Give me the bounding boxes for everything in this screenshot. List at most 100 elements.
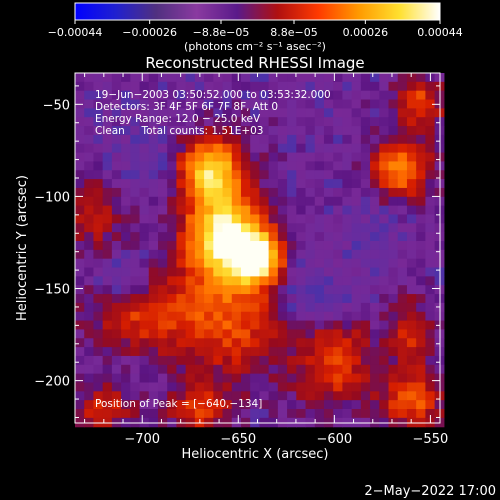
heatmap-cell [111,134,122,145]
heatmap-cell [379,170,390,180]
heatmap-cell [231,73,242,83]
heatmap-cell [148,364,159,375]
heatmap-cell [250,81,261,92]
heatmap-cell [397,90,408,101]
heatmap-cell [75,382,85,392]
heatmap-cell [268,152,279,163]
heatmap-cell [259,152,270,163]
heatmap-cell [194,81,205,92]
heatmap-cell [102,161,113,171]
heatmap-cell [314,99,325,109]
heatmap-cell [194,108,205,118]
heatmap-cell [323,294,334,304]
heatmap-cell [333,409,344,419]
heatmap-cell [185,276,196,286]
heatmap-cell [287,249,297,260]
heatmap-cell [222,364,233,375]
heatmap-cell [75,152,85,163]
heatmap-cell [268,249,279,260]
heatmap-cell [305,152,316,163]
heatmap-cell [130,347,141,357]
heatmap-cell [84,143,95,154]
heatmap-cell [333,81,344,92]
heatmap-cell [305,187,316,198]
heatmap-cell [222,311,233,322]
heatmap-cell [213,117,224,127]
heatmap-cell [222,267,233,277]
heatmap-cell [259,81,270,92]
heatmap-cell [406,267,417,277]
heatmap-cell [416,267,426,277]
heatmap-cell [277,134,288,145]
heatmap-cell [351,99,362,109]
heatmap-cell [148,355,159,366]
heatmap-cell [148,187,159,198]
heatmap-cell [130,267,141,277]
heatmap-cell [425,143,436,154]
heatmap-cell [121,285,131,295]
heatmap-cell [139,258,150,269]
heatmap-cell [351,285,362,295]
heatmap-cell [406,241,417,251]
heatmap-cell [342,311,353,322]
heatmap-cell [305,205,316,216]
heatmap-cell [213,258,224,269]
heatmap-cell [102,99,113,109]
heatmap-cell [250,258,261,269]
heatmap-cell [93,232,104,242]
heatmap-cell [111,99,122,109]
heatmap-cell [379,400,390,410]
heatmap-cell [130,294,141,304]
heatmap-cell [287,302,297,313]
heatmap-cell [213,134,224,145]
heatmap-cell [425,232,436,242]
heatmap-cell [406,249,417,260]
heatmap-cell [75,409,85,419]
heatmap-cell [305,302,316,313]
heatmap-cell [222,294,233,304]
heatmap-cell [305,338,316,348]
heatmap-cell [379,285,390,295]
heatmap-cell [93,161,104,171]
heatmap-cell [296,285,307,295]
heatmap-cell [287,187,297,198]
heatmap-cell [84,373,95,384]
heatmap-cell [425,285,436,295]
heatmap-cell [406,126,417,136]
heatmap-cell [111,285,122,295]
heatmap-cell [176,90,187,101]
heatmap-cell [222,382,233,392]
heatmap-cell [360,285,371,295]
heatmap-cell [314,285,325,295]
heatmap-cell [388,347,399,357]
heatmap-cell [194,126,205,136]
heatmap-cell [75,81,85,92]
heatmap-cell [93,108,104,118]
heatmap-cell [157,214,168,224]
heatmap-cell [139,276,150,286]
heatmap-cell [167,285,178,295]
heatmap-cell [231,311,242,322]
heatmap-cell [185,241,196,251]
heatmap-cell [342,276,353,286]
heatmap-cell [360,232,371,242]
heatmap-cell [167,81,178,92]
heatmap-cell [167,187,178,198]
heatmap-cell [305,400,316,410]
heatmap-cell [250,320,261,331]
heatmap-cell [259,117,270,127]
heatmap-cell [75,373,85,384]
heatmap-cell [406,338,417,348]
heatmap-cell [406,400,417,410]
heatmap-cell [121,355,131,366]
heatmap-cell [397,143,408,154]
heatmap-cell [333,232,344,242]
heatmap-cell [176,347,187,357]
annotation-line: Clean Total counts: 1.51E+03 [95,125,264,137]
heatmap-cell [157,134,168,145]
heatmap-cell [102,249,113,260]
heatmap-cell [194,205,205,216]
heatmap-cell [130,170,141,180]
heatmap-cell [314,214,325,224]
heatmap-cell [121,134,131,145]
